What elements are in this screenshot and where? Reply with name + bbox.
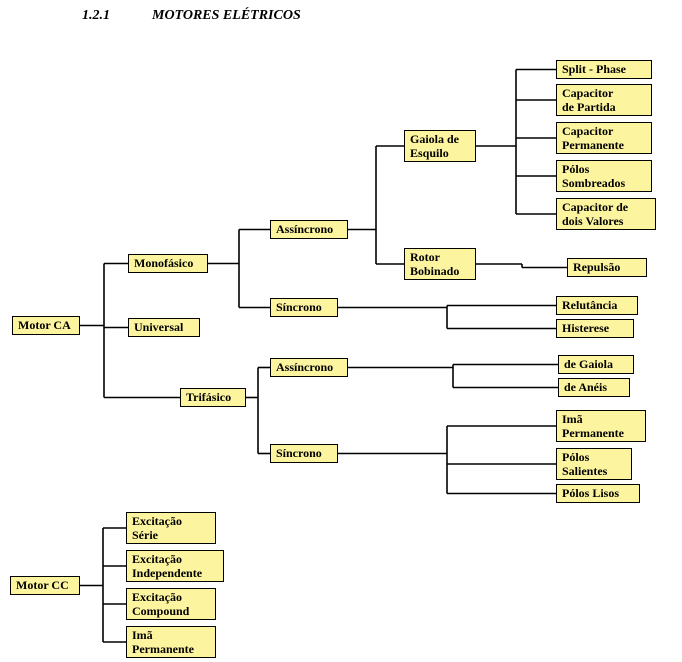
section-number: 1.2.1: [82, 8, 110, 24]
node-cap-partida: Capacitorde Partida: [556, 84, 652, 116]
node-ima-perm-cc: ImãPermanente: [126, 626, 216, 658]
node-motor-cc: Motor CC: [10, 576, 80, 595]
node-monofasico: Monofásico: [128, 254, 208, 273]
node-de-aneis: de Anéis: [558, 378, 630, 397]
node-mono-sinc: Síncrono: [270, 298, 338, 317]
node-polos-sombr: PólosSombreados: [556, 160, 652, 192]
node-exc-compound: ExcitaçãoCompound: [126, 588, 216, 620]
node-repulsao: Repulsão: [567, 258, 647, 277]
node-exc-serie: ExcitaçãoSérie: [126, 512, 216, 544]
node-cap-permanente: CapacitorPermanente: [556, 122, 652, 154]
node-cap-dois-val: Capacitor dedois Valores: [556, 198, 656, 230]
node-gaiola-esquilo: Gaiola deEsquilo: [404, 130, 476, 162]
node-tri-assinc: Assíncrono: [270, 358, 348, 377]
node-rotor-bobinado: RotorBobinado: [404, 248, 476, 280]
node-motor-ca: Motor CA: [12, 316, 80, 335]
node-ima-perm-3f: ImãPermanente: [556, 410, 646, 442]
node-relutancia: Relutância: [556, 296, 638, 315]
node-de-gaiola: de Gaiola: [558, 355, 634, 374]
node-polos-lisos: Pólos Lisos: [556, 484, 640, 503]
node-split-phase: Split - Phase: [556, 60, 652, 79]
node-universal: Universal: [128, 318, 200, 337]
diagram-canvas: 1.2.1 MOTORES ELÉTRICOS Motor CA Monofásico…: [0, 0, 682, 662]
section-title: MOTORES ELÉTRICOS: [152, 8, 301, 24]
node-polos-salientes: PólosSalientes: [556, 448, 632, 480]
node-trifasico: Trifásico: [180, 388, 246, 407]
node-exc-indep: ExcitaçãoIndependente: [126, 550, 224, 582]
node-tri-sinc: Síncrono: [270, 444, 338, 463]
node-mono-assinc: Assíncrono: [270, 220, 348, 239]
node-histerese: Histerese: [556, 319, 634, 338]
